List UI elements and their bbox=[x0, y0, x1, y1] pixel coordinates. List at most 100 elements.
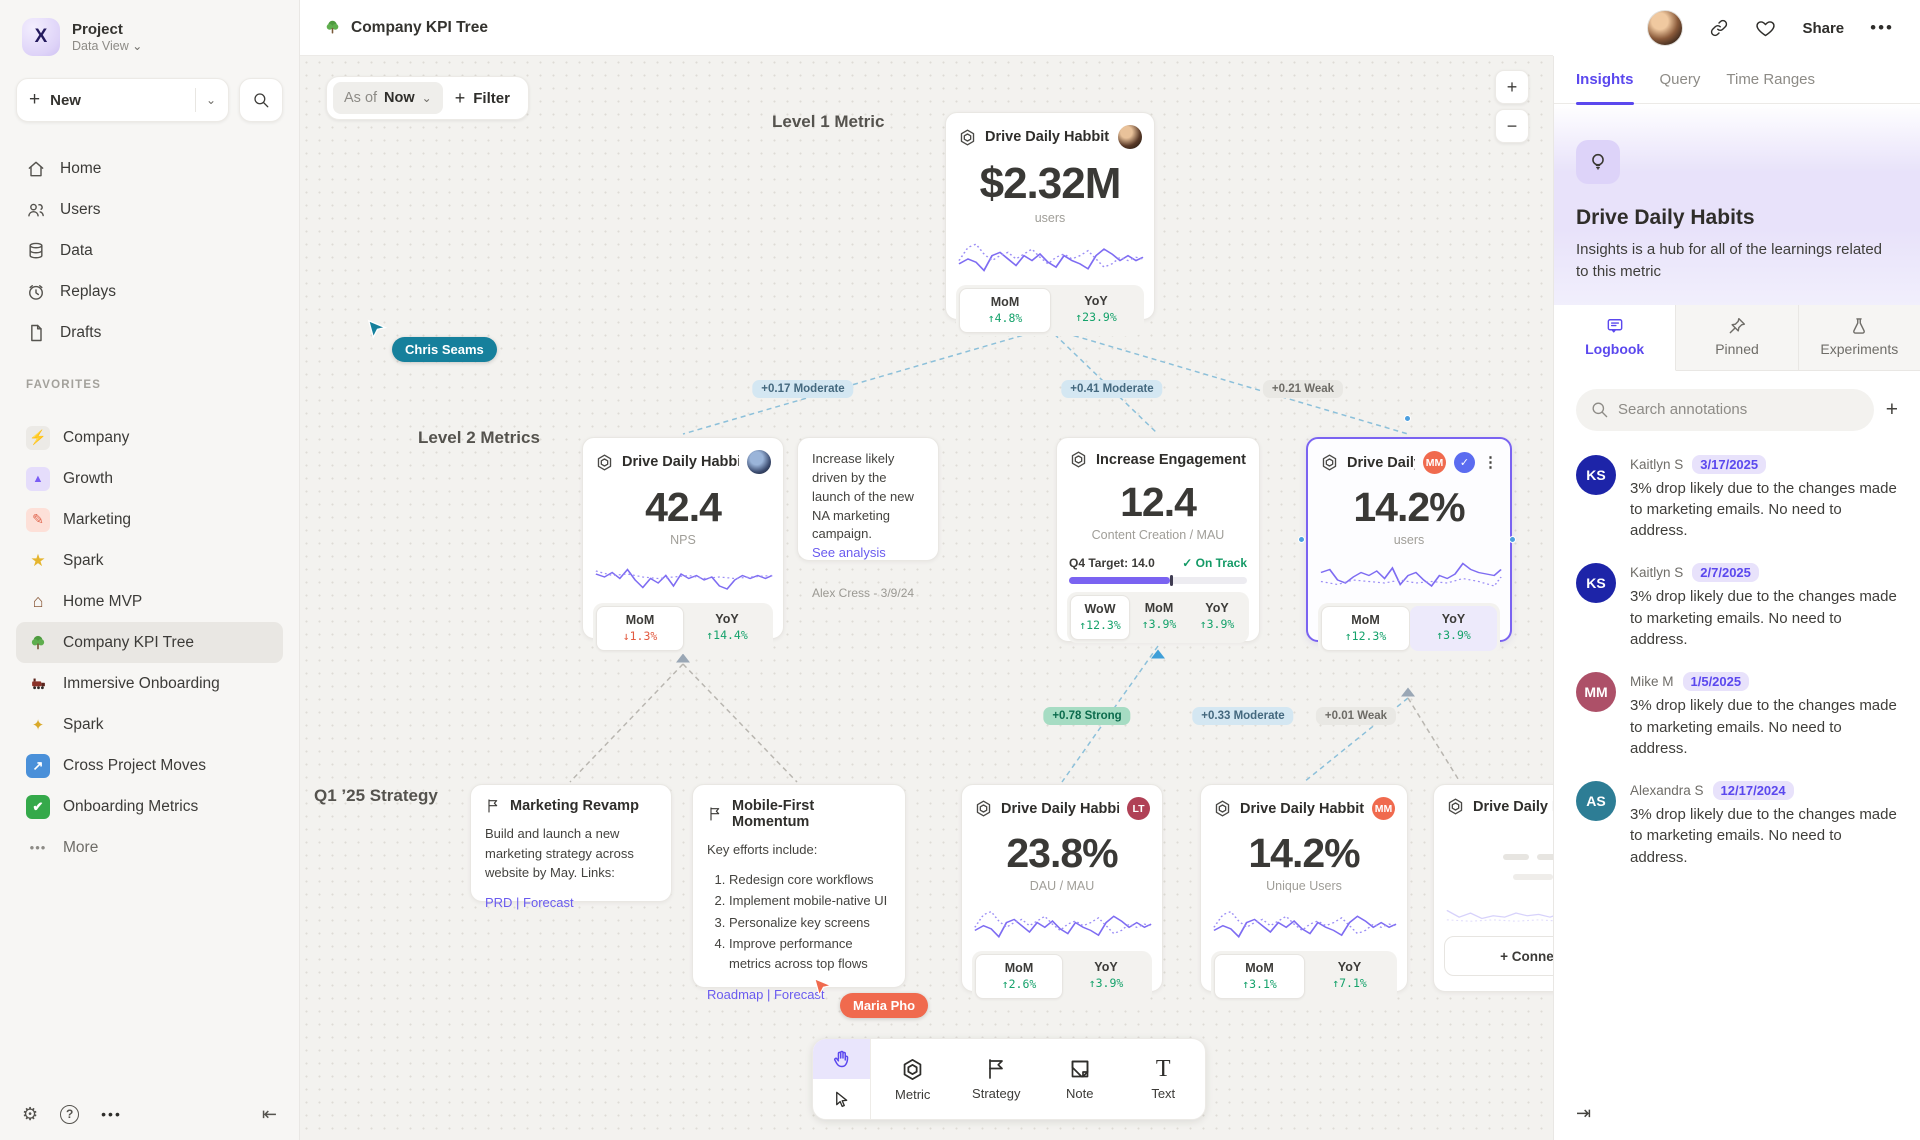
yoy-cell[interactable]: YoY ↑3.9% bbox=[1199, 601, 1235, 631]
note-tool[interactable]: Note bbox=[1038, 1039, 1122, 1119]
strategy-links[interactable]: PRD | Forecast bbox=[485, 894, 574, 910]
owner-avatar[interactable] bbox=[747, 450, 771, 474]
yoy-cell[interactable]: YoY ↑3.9% bbox=[1088, 960, 1124, 990]
tab-query[interactable]: Query bbox=[1659, 71, 1701, 88]
sidebar-fav-cross-project-moves[interactable]: ↗ Cross Project Moves bbox=[16, 745, 283, 786]
annotation-item[interactable]: AS Alexandra S 12/17/2024 3% drop likely… bbox=[1576, 781, 1898, 868]
zoom-out-button[interactable]: − bbox=[1495, 109, 1529, 143]
sidebar-fav-company-kpi-tree[interactable]: Company KPI Tree bbox=[16, 622, 283, 663]
annotation-date[interactable]: 12/17/2024 bbox=[1712, 781, 1794, 801]
sidebar-fav-marketing[interactable]: ✎ Marketing bbox=[16, 499, 283, 540]
sidebar-fav-home-mvp[interactable]: ⌂ Home MVP bbox=[16, 581, 283, 622]
sidebar-item-home[interactable]: Home bbox=[16, 148, 283, 189]
kpi-canvas[interactable]: As of Now ⌄ + Filter + − Level 1 Metric … bbox=[300, 56, 1553, 1140]
hand-icon bbox=[834, 1050, 849, 1067]
sidebar-item-replays[interactable]: Replays bbox=[16, 271, 283, 312]
annotation-date[interactable]: 1/5/2025 bbox=[1682, 672, 1750, 692]
settings-gear-icon[interactable]: ⚙ bbox=[22, 1103, 39, 1124]
owner-badge[interactable]: MM bbox=[1423, 451, 1446, 474]
mom-cell[interactable]: MoM ↑12.3% bbox=[1321, 606, 1410, 651]
sidebar-more[interactable]: ••• More bbox=[16, 827, 283, 868]
user-avatar[interactable] bbox=[1647, 10, 1684, 46]
help-icon[interactable]: ? bbox=[60, 1104, 80, 1124]
annotation-search-input[interactable] bbox=[1576, 388, 1874, 431]
sidebar-fav-growth[interactable]: ▲ Growth bbox=[16, 458, 283, 499]
project-switcher[interactable]: X Project Data View ⌄ bbox=[16, 18, 283, 56]
yoy-cell[interactable]: YoY ↑3.9% bbox=[1410, 606, 1497, 651]
filter-button[interactable]: + Filter bbox=[455, 88, 516, 109]
mom-cell[interactable]: MoM ↓1.3% bbox=[596, 606, 684, 651]
wow-cell[interactable]: WoW ↑12.3% bbox=[1070, 595, 1130, 640]
search-button[interactable] bbox=[239, 78, 283, 122]
annotation-date[interactable]: 2/7/2025 bbox=[1692, 563, 1759, 583]
annotation-item[interactable]: KS Kaitlyn S 3/17/2025 3% drop likely du… bbox=[1576, 454, 1898, 542]
subtab-logbook[interactable]: Logbook bbox=[1554, 304, 1677, 371]
collapse-panel-icon[interactable]: ⇥ bbox=[1576, 1103, 1592, 1123]
link-icon[interactable] bbox=[1709, 18, 1729, 38]
connect-button[interactable]: + Connect bbox=[1444, 936, 1553, 976]
mom-cell[interactable]: MoM ↑2.6% bbox=[975, 954, 1063, 999]
owner-badge[interactable]: LT bbox=[1127, 797, 1150, 820]
sidebar-item-drafts[interactable]: Drafts bbox=[16, 312, 283, 353]
sidebar-fav-company[interactable]: ⚡ Company bbox=[16, 417, 283, 458]
mom-cell[interactable]: MoM ↑3.1% bbox=[1214, 954, 1305, 999]
metric-tool[interactable]: Metric bbox=[871, 1039, 955, 1119]
star-icon: ★ bbox=[30, 550, 46, 570]
new-button[interactable]: + New ⌄ bbox=[16, 78, 229, 122]
text-tool[interactable]: T Text bbox=[1122, 1039, 1206, 1119]
see-analysis-link[interactable]: See analysis bbox=[812, 545, 886, 561]
project-view[interactable]: Data View ⌄ bbox=[72, 39, 143, 53]
share-button[interactable]: Share bbox=[1802, 19, 1845, 37]
owner-badge[interactable]: MM bbox=[1372, 797, 1395, 820]
collapse-triangle[interactable] bbox=[1151, 649, 1165, 659]
asof-selector[interactable]: As of Now ⌄ bbox=[333, 82, 443, 114]
mom-cell[interactable]: MoM ↑3.9% bbox=[1141, 601, 1177, 631]
annotation-item[interactable]: MM Mike M 1/5/2025 3% drop likely due to… bbox=[1576, 672, 1898, 759]
chevron-down-icon[interactable]: ⌄ bbox=[205, 93, 216, 107]
strategy-links[interactable]: Roadmap | Forecast bbox=[707, 987, 825, 1002]
tab-insights[interactable]: Insights bbox=[1576, 56, 1634, 105]
collapse-triangle[interactable] bbox=[676, 653, 690, 663]
sidebar-fav-spark[interactable]: ★ Spark bbox=[16, 540, 283, 581]
subtab-experiments[interactable]: Experiments bbox=[1798, 304, 1920, 371]
check-icon: ✔ bbox=[26, 794, 50, 819]
strategy-card-marketing-revamp[interactable]: Marketing Revamp Build and launch a new … bbox=[470, 784, 672, 910]
yoy-cell[interactable]: YoY ↑7.1% bbox=[1332, 960, 1367, 990]
favorite-heart-icon[interactable] bbox=[1755, 18, 1776, 39]
add-annotation-button[interactable]: + bbox=[1885, 397, 1898, 421]
annotation-item[interactable]: KS Kaitlyn S 2/7/2025 3% drop likely due… bbox=[1576, 563, 1898, 650]
metric-card-selected[interactable]: Drive Daily Habb.. MM ✓ ⋮ 14.2% users Mo… bbox=[1306, 437, 1512, 654]
annotation-date[interactable]: 3/17/2025 bbox=[1692, 454, 1767, 474]
strategy-tool[interactable]: Strategy bbox=[955, 1039, 1039, 1119]
metric-card-engagement[interactable]: Increase Engagement 12.4 Content Creatio… bbox=[1056, 437, 1260, 643]
sidebar-fav-immersive-onboarding[interactable]: Immersive Onboarding bbox=[16, 663, 283, 704]
more-menu-icon[interactable]: ••• bbox=[1870, 18, 1894, 37]
collapse-triangle[interactable] bbox=[1401, 687, 1415, 697]
metric-card-unique-users[interactable]: Drive Daily Habbits MM 14.2% Unique User… bbox=[1200, 784, 1408, 1002]
metric-card-nps[interactable]: Drive Daily Habbits 42.4 NPS MoM ↓1.3% Y… bbox=[582, 437, 784, 654]
subtab-pinned[interactable]: Pinned bbox=[1676, 304, 1799, 371]
tab-time-ranges[interactable]: Time Ranges bbox=[1726, 71, 1816, 88]
pan-hand-tool[interactable] bbox=[813, 1039, 870, 1079]
select-cursor-tool[interactable] bbox=[813, 1079, 870, 1119]
sidebar-item-data[interactable]: Data bbox=[16, 230, 283, 271]
metric-card-l1[interactable]: Drive Daily Habbits $2.32M users MoM ↑4.… bbox=[945, 112, 1155, 336]
metric-value: 42.4 bbox=[645, 484, 722, 530]
on-track-status: ✓ On Track bbox=[1182, 556, 1247, 570]
sidebar-fav-spark-2[interactable]: ✦ Spark bbox=[16, 704, 283, 745]
mom-cell[interactable]: MoM ↑4.8% bbox=[959, 288, 1051, 333]
sidebar-fav-onboarding-metrics[interactable]: ✔ Onboarding Metrics bbox=[16, 786, 283, 827]
flag-icon bbox=[485, 798, 501, 814]
owner-avatar[interactable] bbox=[1118, 125, 1142, 149]
metric-card-ghost[interactable]: Drive Daily Hab + Connect bbox=[1433, 784, 1553, 992]
strategy-card-mobile-first[interactable]: Mobile-First Momentum Key efforts includ… bbox=[692, 784, 906, 1002]
yoy-cell[interactable]: YoY ↑23.9% bbox=[1075, 294, 1117, 324]
ellipsis-icon[interactable]: ••• bbox=[101, 1106, 122, 1122]
sidebar-item-users[interactable]: Users bbox=[16, 189, 283, 230]
kebab-menu-icon[interactable]: ⋮ bbox=[1483, 453, 1498, 471]
note-card[interactable]: Increase likely driven by the launch of … bbox=[797, 437, 939, 600]
yoy-cell[interactable]: YoY ↑14.4% bbox=[706, 612, 748, 642]
collapse-sidebar-icon[interactable]: ⇤ bbox=[261, 1103, 277, 1124]
metric-card-dau[interactable]: Drive Daily Habbits LT 23.8% DAU / MAU M… bbox=[961, 784, 1163, 1002]
zoom-in-button[interactable]: + bbox=[1495, 70, 1529, 104]
